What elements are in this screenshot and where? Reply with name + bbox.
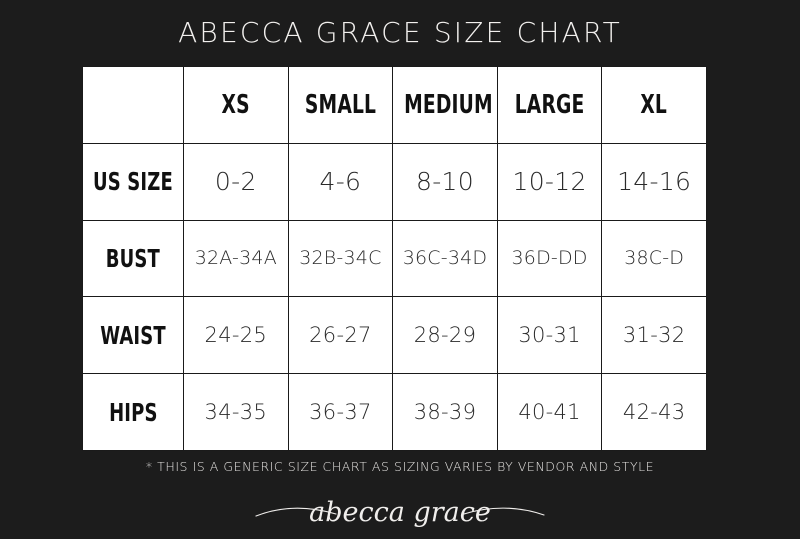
cell-hips-xl: 42-43 bbox=[601, 373, 707, 451]
column-header-label: XS bbox=[221, 89, 250, 120]
cell-value: 38C-D bbox=[624, 247, 685, 270]
row-header-hips: HIPS bbox=[82, 373, 184, 451]
cell-value: 32A-34A bbox=[194, 247, 277, 270]
brand-name: abecca grace bbox=[309, 497, 491, 528]
cell-hips-xs: 34-35 bbox=[183, 373, 289, 451]
brand-logo: abecca grace bbox=[0, 488, 800, 536]
cell-us-size-large: 10-12 bbox=[496, 142, 603, 221]
size-chart-disclaimer: * THIS IS A GENERIC SIZE CHART AS SIZING… bbox=[145, 459, 655, 474]
cell-bust-small: 32B-34C bbox=[287, 219, 394, 298]
column-header-label: SMALL bbox=[304, 89, 377, 120]
cell-value: 26-27 bbox=[309, 323, 372, 348]
cell-waist-xs: 24-25 bbox=[183, 296, 289, 375]
row-header-bust: BUST bbox=[82, 219, 184, 298]
row-header-label: US SIZE bbox=[93, 167, 173, 197]
column-header-xs: XS bbox=[183, 66, 289, 144]
cell-bust-xs: 32A-34A bbox=[183, 219, 289, 298]
cell-value: 28-29 bbox=[413, 323, 477, 348]
column-header-small: SMALL bbox=[287, 66, 394, 144]
cell-bust-xl: 38C-D bbox=[601, 219, 707, 298]
cell-value: 10-12 bbox=[512, 167, 587, 197]
table-row: BUST 32A-34A 32B-34C 36C-34D 36D-DD 38C-… bbox=[82, 219, 707, 298]
cell-value: 8-10 bbox=[416, 167, 474, 197]
cell-waist-xl: 31-32 bbox=[601, 296, 707, 375]
page-title: ABECCA GRACE SIZE CHART bbox=[178, 16, 622, 49]
row-header-us-size: US SIZE bbox=[82, 142, 184, 221]
cell-value: 34-35 bbox=[204, 400, 268, 425]
table-row: WAIST 24-25 26-27 28-29 30-31 31-32 bbox=[82, 296, 707, 375]
cell-value: 14-16 bbox=[617, 167, 692, 197]
cell-hips-small: 36-37 bbox=[287, 373, 394, 451]
cell-value: 36C-34D bbox=[402, 247, 488, 270]
cell-value: 42-43 bbox=[622, 400, 686, 425]
cell-value: 32B-34C bbox=[299, 247, 382, 270]
cell-value: 0-2 bbox=[214, 167, 257, 197]
logo-flourish-left bbox=[255, 507, 337, 517]
row-header-label: BUST bbox=[105, 243, 161, 273]
row-header-waist: WAIST bbox=[82, 296, 184, 375]
logo-flourish-right bbox=[463, 507, 545, 516]
column-header-xl: XL bbox=[601, 66, 707, 144]
cell-hips-medium: 38-39 bbox=[392, 373, 498, 451]
size-chart-table: XS SMALL MEDIUM LARGE XL US SIZE bbox=[82, 66, 707, 451]
cell-us-size-medium: 8-10 bbox=[392, 142, 498, 221]
table-row: US SIZE 0-2 4-6 8-10 10-12 14-16 bbox=[82, 142, 707, 221]
column-header-medium: MEDIUM bbox=[392, 66, 498, 144]
cell-us-size-xs: 0-2 bbox=[183, 142, 289, 221]
table-header-row: XS SMALL MEDIUM LARGE XL bbox=[82, 66, 707, 144]
cell-waist-small: 26-27 bbox=[287, 296, 394, 375]
cell-value: 31-32 bbox=[622, 323, 686, 348]
cell-value: 36D-DD bbox=[511, 247, 588, 270]
cell-us-size-xl: 14-16 bbox=[601, 142, 707, 221]
cell-waist-medium: 28-29 bbox=[392, 296, 498, 375]
cell-hips-large: 40-41 bbox=[496, 373, 603, 451]
column-header-label: LARGE bbox=[514, 89, 585, 120]
row-header-label: HIPS bbox=[108, 397, 158, 427]
cell-value: 24-25 bbox=[204, 323, 268, 348]
table-corner-cell bbox=[82, 66, 184, 144]
column-header-large: LARGE bbox=[496, 66, 603, 144]
column-header-label: MEDIUM bbox=[404, 89, 493, 120]
cell-value: 40-41 bbox=[518, 400, 581, 425]
cell-us-size-small: 4-6 bbox=[287, 142, 394, 221]
column-header-label: XL bbox=[640, 89, 668, 120]
table-row: HIPS 34-35 36-37 38-39 40-41 42-43 bbox=[82, 373, 707, 451]
cell-value: 30-31 bbox=[518, 323, 581, 348]
script-wordmark-logo: abecca grace bbox=[255, 497, 545, 528]
cell-bust-medium: 36C-34D bbox=[392, 219, 498, 298]
row-header-label: WAIST bbox=[100, 320, 166, 350]
cell-bust-large: 36D-DD bbox=[496, 219, 603, 298]
cell-value: 36-37 bbox=[309, 400, 372, 425]
cell-value: 38-39 bbox=[413, 400, 477, 425]
cell-waist-large: 30-31 bbox=[496, 296, 603, 375]
cell-value: 4-6 bbox=[319, 167, 362, 197]
